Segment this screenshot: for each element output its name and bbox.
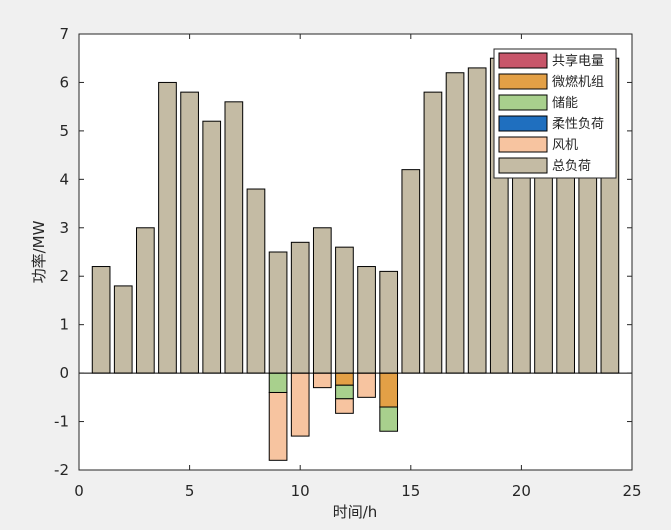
bar-15-series-5 [401, 169, 421, 374]
y-tick-label: 4 [59, 170, 69, 188]
bar-12-series-5 [335, 246, 354, 374]
bar-10-series-5 [290, 241, 310, 374]
bar-12-series-4 [335, 398, 354, 414]
y-tick-label: 5 [59, 122, 69, 140]
bar-18-series-5 [467, 67, 487, 374]
y-tick-label: 2 [59, 267, 69, 285]
bar-14-series-5 [379, 270, 399, 374]
x-axis: 0 5 10 15 20 25 [74, 34, 642, 500]
bar-13-series-5 [357, 266, 376, 374]
bar-3-series-5 [136, 227, 155, 374]
x-tick-label: 5 [185, 482, 195, 500]
bar-4-series-5 [158, 81, 177, 374]
legend-swatch-2 [498, 94, 548, 111]
bar-12-series-2 [335, 384, 354, 400]
plot-frame [78, 33, 633, 471]
bar-13-series-4 [357, 372, 376, 398]
x-tick-label: 20 [512, 482, 531, 500]
legend-swatch-1 [498, 73, 548, 90]
y-tick-label: 6 [59, 73, 69, 91]
y-tick-label: -1 [54, 413, 69, 431]
legend-swatch-0 [498, 52, 548, 69]
legend-label-1: 微燃机组 [552, 74, 604, 90]
y-tick-label: 7 [59, 25, 69, 43]
bar-14-series-2 [379, 406, 399, 432]
legend-label-5: 总负荷 [552, 159, 591, 174]
bar-11-series-4 [312, 372, 332, 389]
bar-2-series-5 [113, 285, 133, 374]
y-tick-label: 0 [59, 364, 69, 382]
x-tick-label: 15 [401, 482, 420, 500]
legend-label-0: 共享电量 [552, 53, 604, 69]
y-tick-label: -2 [54, 461, 69, 479]
bar-9-series-5 [268, 251, 288, 374]
bar-9-series-4 [268, 391, 288, 461]
legend-box [493, 48, 617, 179]
y-tick-label: 3 [59, 219, 69, 237]
bar-12-series-1 [335, 372, 354, 386]
bar-16-series-5 [423, 91, 443, 374]
legend-swatch-4 [498, 136, 548, 153]
bar-5-series-5 [180, 91, 199, 374]
legend-label-4: 风机 [552, 138, 578, 153]
legend-label-2: 储能 [552, 96, 578, 111]
x-tick-label: 10 [291, 482, 310, 500]
bar-10-series-4 [290, 372, 310, 437]
bar-11-series-5 [312, 227, 332, 374]
x-axis-label: 时间/h [333, 503, 378, 521]
bar-7-series-5 [224, 101, 244, 374]
x-tick-label: 25 [622, 482, 641, 500]
bar-17-series-5 [445, 72, 465, 374]
bar-6-series-5 [202, 120, 222, 374]
y-axis-label: 功率/MW [30, 220, 48, 283]
y-axis: -2 -1 0 1 2 3 4 5 6 7 [54, 25, 632, 479]
y-tick-label: 1 [59, 316, 69, 334]
legend-swatch-3 [498, 115, 548, 132]
x-tick-label: 0 [74, 482, 84, 500]
legend-label-3: 柔性负荷 [552, 117, 604, 132]
bar-9-series-2 [268, 372, 288, 393]
bar-14-series-1 [379, 372, 399, 408]
bar-1-series-5 [91, 266, 111, 374]
bar-8-series-5 [246, 188, 266, 374]
legend-swatch-5 [498, 157, 548, 174]
